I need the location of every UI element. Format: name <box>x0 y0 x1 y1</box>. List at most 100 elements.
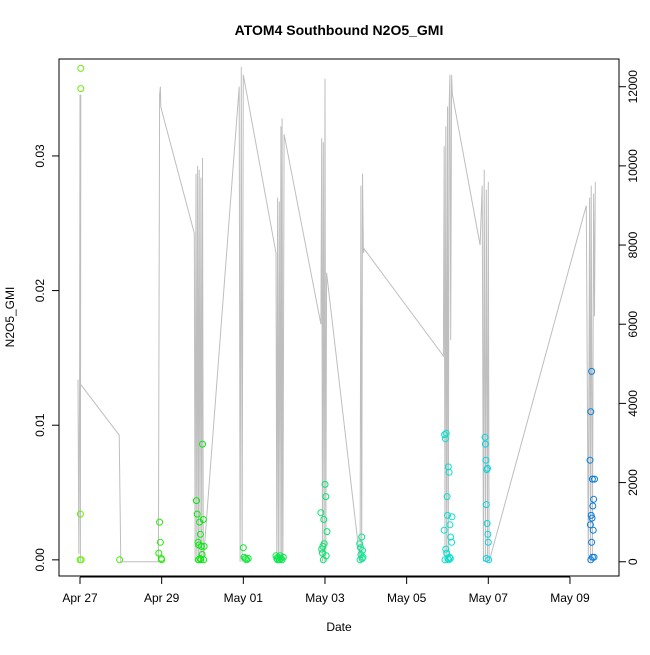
x-tick-label: May 09 <box>550 591 590 605</box>
data-point <box>446 521 454 529</box>
data-point <box>588 475 596 483</box>
data-point <box>320 516 328 523</box>
data-point <box>444 511 451 519</box>
data-point <box>484 464 491 472</box>
data-point <box>588 538 596 546</box>
data-point <box>359 546 366 554</box>
series-line <box>77 66 596 563</box>
data-point <box>441 431 449 439</box>
data-point <box>481 433 489 441</box>
x-tick-label: May 05 <box>387 591 427 605</box>
data-point <box>358 555 366 562</box>
data-point <box>323 528 331 536</box>
y2-tick-label: 2000 <box>626 469 640 496</box>
chart-title: ATOM4 Southbound N2O5_GMI <box>235 22 444 38</box>
data-point <box>193 510 201 518</box>
data-point <box>196 555 204 562</box>
x-tick-label: Apr 29 <box>144 591 180 605</box>
data-point <box>356 540 364 548</box>
data-point <box>440 526 448 534</box>
data-point <box>192 497 200 505</box>
series-points-group <box>76 64 598 564</box>
y2-tick-label: 8000 <box>626 231 640 258</box>
data-point <box>319 556 327 564</box>
data-point <box>589 526 597 534</box>
data-point <box>485 556 493 564</box>
x-tick-label: May 03 <box>305 591 345 605</box>
y-axis-label: N2O5_GMI <box>3 287 17 348</box>
data-point <box>322 493 330 501</box>
y-tick-label: 0.03 <box>33 144 47 168</box>
x-tick-label: Apr 27 <box>62 591 98 605</box>
x-axis-label: Date <box>326 620 352 634</box>
data-point <box>590 553 598 561</box>
data-point <box>586 521 594 529</box>
data-point <box>442 429 450 437</box>
data-point <box>199 440 206 448</box>
data-point <box>321 480 329 488</box>
data-point <box>591 475 598 483</box>
data-point <box>200 556 208 564</box>
data-point <box>156 518 164 526</box>
data-point <box>197 542 205 550</box>
data-point <box>441 435 449 443</box>
data-point <box>116 556 124 564</box>
data-point <box>448 538 456 546</box>
data-point <box>588 514 596 522</box>
data-point <box>444 463 452 471</box>
data-point <box>448 513 456 521</box>
data-point <box>199 516 207 523</box>
data-point <box>483 520 491 527</box>
data-point <box>244 555 252 562</box>
plot-border <box>58 58 620 577</box>
data-point <box>76 510 84 518</box>
data-point <box>442 545 450 553</box>
data-point <box>358 533 366 541</box>
x-tick-label: May 07 <box>469 591 509 605</box>
data-point <box>446 555 454 562</box>
data-point <box>447 533 455 541</box>
y-tick-label: 0.02 <box>33 279 47 303</box>
y-tick-label: 0.01 <box>33 413 47 437</box>
y2-tick-label: 12000 <box>626 70 640 104</box>
y2-tick-label: 6000 <box>626 311 640 338</box>
y-tick-label: 0.00 <box>33 548 47 572</box>
data-point <box>443 493 451 501</box>
data-point <box>481 440 489 448</box>
data-point <box>483 466 491 474</box>
data-point <box>317 509 325 517</box>
y2-tick-label: 0 <box>626 558 640 565</box>
data-point <box>589 502 597 510</box>
data-point <box>77 556 85 564</box>
data-point <box>588 367 596 375</box>
y2-tick-label: 4000 <box>626 390 640 417</box>
data-point <box>243 556 251 564</box>
data-point <box>156 538 164 546</box>
data-point <box>445 468 453 476</box>
data-point <box>200 542 208 550</box>
data-point <box>484 530 492 538</box>
data-point <box>239 544 247 552</box>
x-tick-label: May 01 <box>224 591 264 605</box>
data-point <box>158 556 166 564</box>
series-line-group <box>77 66 596 563</box>
data-point <box>194 556 202 564</box>
data-point <box>482 456 490 464</box>
data-point <box>356 556 364 564</box>
data-point <box>586 456 594 464</box>
data-point <box>274 556 282 564</box>
y2-tick-label: 10000 <box>626 149 640 183</box>
data-point <box>482 501 490 509</box>
data-point <box>587 408 595 416</box>
data-point <box>77 85 85 93</box>
data-point <box>320 540 328 548</box>
data-point <box>196 530 204 538</box>
data-point <box>241 555 249 562</box>
data-point <box>590 495 598 503</box>
data-point <box>77 64 85 72</box>
data-point <box>484 538 492 546</box>
data-point <box>279 553 287 561</box>
data-point <box>197 556 205 564</box>
